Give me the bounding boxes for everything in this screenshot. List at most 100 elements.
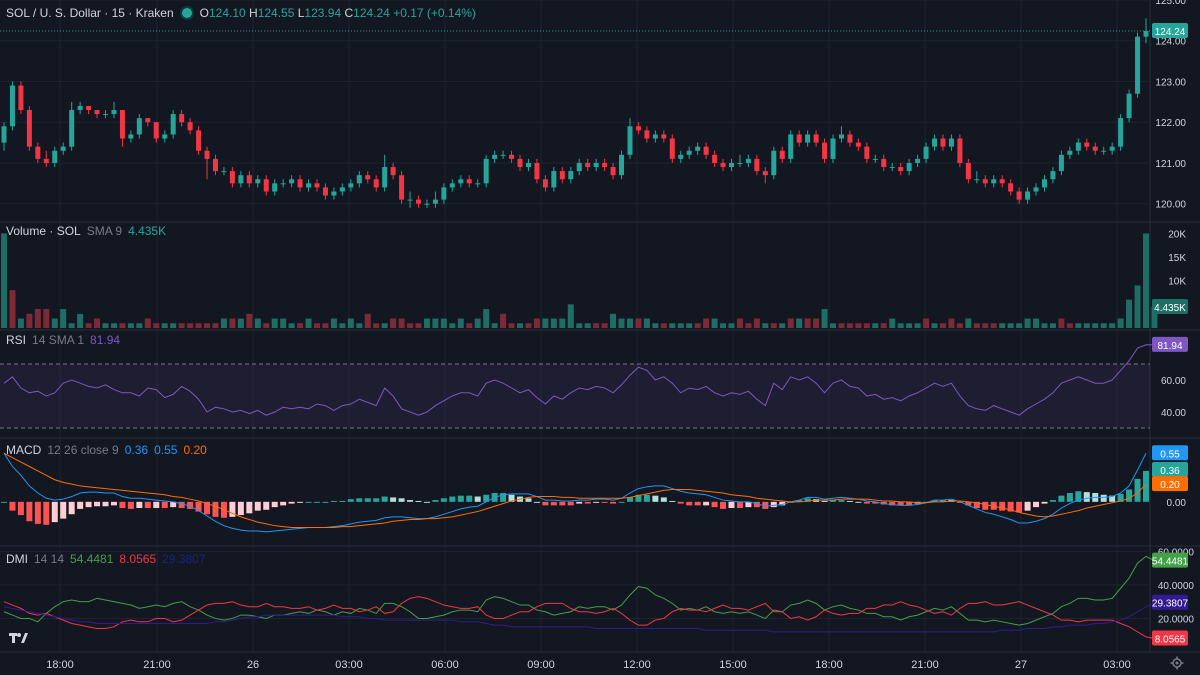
- macd-histogram-bar: [643, 494, 650, 502]
- candle-body: [864, 146, 870, 159]
- macd-histogram-bar: [94, 501, 101, 507]
- volume-bar: [931, 323, 938, 328]
- volume-bar: [432, 318, 439, 328]
- macd-histogram-bar: [525, 498, 532, 502]
- macd-histogram-bar: [1016, 501, 1023, 513]
- macd-histogram-bar: [254, 501, 261, 511]
- volume-bar: [863, 323, 870, 328]
- volume-bar: [263, 323, 270, 328]
- macd-histogram-bar: [804, 498, 811, 502]
- macd-histogram-bar: [846, 500, 853, 502]
- volume-bar: [77, 313, 84, 328]
- macd-histogram-bar: [576, 501, 583, 504]
- candle-body: [314, 183, 320, 188]
- volume-bar: [17, 318, 24, 328]
- volume-bar: [576, 323, 583, 328]
- time-axis-label: 26: [247, 659, 259, 671]
- volume-bar: [652, 323, 659, 328]
- candle-body: [483, 158, 489, 184]
- volume-bar: [474, 318, 481, 328]
- macd-params: 12 26 close 9: [47, 443, 119, 457]
- candle-body: [712, 154, 718, 163]
- settings-gear-icon[interactable]: [1170, 656, 1184, 670]
- candle-body: [779, 150, 785, 159]
- candle-body: [805, 134, 811, 143]
- candle-body: [289, 179, 295, 184]
- volume-last-tag: 4.435K: [1154, 303, 1186, 314]
- candle-body: [43, 158, 49, 163]
- volume-bar: [762, 323, 769, 328]
- macd-histogram-bar: [364, 498, 371, 502]
- volume-bar: [1151, 307, 1158, 328]
- last-price-tag-bg: [1152, 22, 1188, 38]
- dmi-title: DMI: [6, 552, 28, 566]
- volume-bar: [787, 318, 794, 328]
- rsi-line: [3, 344, 1155, 416]
- low-value: 123.94: [304, 6, 342, 20]
- candle-body: [424, 203, 430, 205]
- volume-bar: [939, 323, 946, 328]
- candle-body: [1008, 183, 1014, 192]
- volume-bar: [1109, 323, 1116, 328]
- signal-line: [3, 452, 1147, 528]
- candle-body: [492, 154, 498, 159]
- time-axis-label: 09:00: [527, 659, 555, 671]
- symbol-title[interactable]: SOL / U. S. Dollar · 15 · Kraken: [6, 6, 174, 20]
- price-axis-label: 125.00: [1155, 0, 1186, 7]
- volume-bar: [830, 323, 837, 328]
- price-axis-label: 124.00: [1155, 37, 1186, 48]
- macd-histogram-bar: [1033, 501, 1040, 508]
- volume-bar: [770, 323, 777, 328]
- volume-bar: [423, 318, 430, 328]
- volume-bar: [195, 323, 202, 328]
- volume-bar: [567, 304, 574, 328]
- volume-legend[interactable]: Volume · SOL SMA 9 4.435K: [6, 224, 166, 238]
- macd-histogram-bar: [762, 501, 769, 509]
- macd-histogram-bar: [677, 501, 684, 504]
- volume-bar: [364, 313, 371, 328]
- macd-histogram-bar: [745, 501, 752, 508]
- volume-params: SMA 9: [86, 224, 123, 238]
- macd-histogram-bar: [432, 500, 439, 502]
- macd-legend[interactable]: MACD 12 26 close 9 0.36 0.55 0.20: [6, 443, 207, 457]
- macd-histogram-bar: [770, 501, 777, 508]
- volume-bar: [407, 323, 414, 328]
- close-value: 124.24: [353, 6, 390, 20]
- candle-body: [830, 138, 836, 159]
- macd-histogram-bar: [830, 500, 837, 502]
- candle-body: [610, 167, 616, 176]
- volume-bar: [246, 313, 253, 328]
- candle-body: [322, 187, 328, 196]
- macd-histogram-bar: [77, 501, 84, 509]
- candle-body: [745, 158, 751, 163]
- tradingview-logo-icon[interactable]: [8, 628, 30, 648]
- candle-body: [509, 154, 515, 159]
- price-axis-label: 121.00: [1155, 159, 1186, 170]
- candle-body: [399, 175, 405, 200]
- macd-histogram-bar: [939, 500, 946, 502]
- candle-body: [551, 171, 557, 188]
- volume-bar: [923, 318, 930, 328]
- rsi-legend[interactable]: RSI 14 SMA 1 81.94: [6, 333, 120, 347]
- dmi-params: 14 14: [34, 552, 65, 566]
- macd-histogram-bar: [440, 498, 447, 502]
- macd-histogram-bar: [288, 501, 295, 504]
- candle-body: [297, 179, 303, 188]
- macd-histogram-bar: [584, 501, 591, 504]
- macd-histogram-bar: [736, 501, 743, 509]
- candle-body: [1041, 179, 1047, 188]
- candle-body: [458, 179, 464, 184]
- rsi-last-tag: 81.94: [1157, 341, 1182, 352]
- candle-body: [272, 183, 278, 192]
- macd-histogram-bar: [381, 496, 388, 502]
- volume-bar: [9, 290, 16, 328]
- time-axis-label: 21:00: [143, 659, 171, 671]
- dmi-legend[interactable]: DMI 14 14 54.4481 8.0565 29.3807: [6, 552, 206, 566]
- volume-bar: [415, 323, 422, 328]
- candle-body: [1058, 154, 1064, 172]
- dmi-minus-value: 8.0565: [119, 552, 157, 566]
- candle-body: [86, 105, 92, 110]
- time-axis-label: 12:00: [623, 659, 651, 671]
- candle-body: [1050, 171, 1056, 180]
